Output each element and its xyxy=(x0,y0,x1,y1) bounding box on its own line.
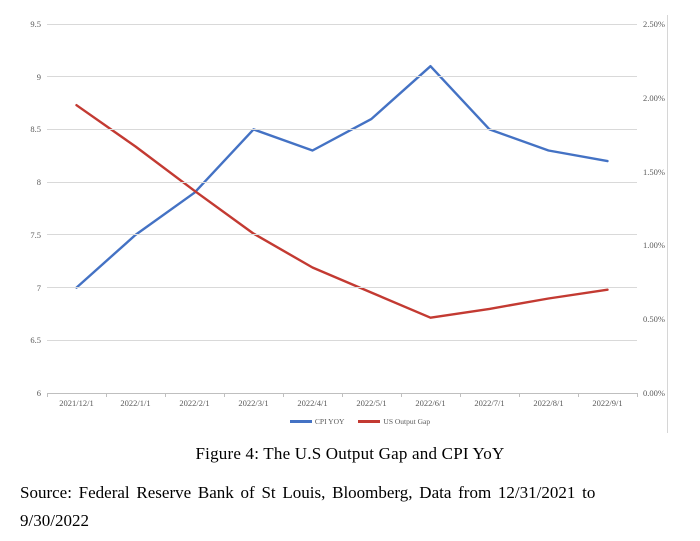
y-axis-right-tick-label: 2.00% xyxy=(643,92,665,103)
x-axis-tick-label: 2022/4/1 xyxy=(297,398,328,408)
y-axis-right-tick-label: 2.50% xyxy=(643,19,665,29)
y-axis-left-tick-label: 9.5 xyxy=(30,19,41,29)
x-axis-tick-label: 2022/3/1 xyxy=(238,398,269,408)
x-axis-tick-mark xyxy=(106,393,107,397)
x-axis-tick-mark xyxy=(342,393,343,397)
x-axis-tick-label: 2022/7/1 xyxy=(474,398,505,408)
y-axis-left-tick-label: 6 xyxy=(36,388,41,398)
x-axis-tick-label: 2022/1/1 xyxy=(120,398,151,408)
gridline xyxy=(47,23,637,25)
source-text-line-1: Source: Federal Reserve Bank of St Louis… xyxy=(20,483,596,502)
gridline xyxy=(47,287,637,289)
gridline xyxy=(47,339,637,341)
source-text-line-2: 9/30/2022 xyxy=(20,511,89,530)
legend-item-us-output-gap: US Output Gap xyxy=(358,417,430,426)
chart-legend: CPI YOY US Output Gap xyxy=(0,417,700,426)
gridline xyxy=(47,128,637,130)
legend-item-cpi-yoy: CPI YOY xyxy=(289,417,345,426)
gridline xyxy=(47,76,637,78)
x-axis-tick-mark xyxy=(578,393,579,397)
x-axis-tick-mark xyxy=(165,393,166,397)
x-axis-tick-mark xyxy=(47,393,48,397)
y-axis-left-tick-label: 8.5 xyxy=(30,124,41,135)
y-axis-right-tick-label: 1.00% xyxy=(643,240,665,251)
figure-caption: Figure 4: The U.S Output Gap and CPI YoY xyxy=(195,444,505,463)
gridline xyxy=(47,234,637,236)
x-axis-tick-label: 2022/9/1 xyxy=(592,398,623,408)
y-axis-left-tick-label: 8 xyxy=(36,177,41,188)
legend-label: US Output Gap xyxy=(383,417,431,426)
series-line-cpi-yoy xyxy=(75,64,609,289)
y-axis-left-tick-label: 7 xyxy=(36,282,41,293)
legend-line-swatch xyxy=(289,420,312,423)
y-axis-left-tick-label: 6.5 xyxy=(30,335,41,346)
x-axis-tick-label: 2022/6/1 xyxy=(415,398,446,408)
x-axis-tick-mark xyxy=(401,393,402,397)
x-axis-tick-label: 2022/5/1 xyxy=(356,398,387,408)
line-chart: 9.5 9 8.5 8 7.5 7 6.5 6 2.50% 2.00% 1.50% 1.00% 0.50… xyxy=(30,19,665,408)
x-axis-tick-label: 2022/8/1 xyxy=(533,398,564,408)
y-axis-left-tick-label: 9 xyxy=(36,71,41,82)
x-axis-tick-label: 2022/2/1 xyxy=(179,398,210,408)
x-axis-tick-label: 2021/12/1 xyxy=(59,398,94,408)
legend-line-swatch xyxy=(358,420,381,423)
gridline xyxy=(47,181,637,183)
y-axis-right-tick-label: 1.50% xyxy=(643,166,665,177)
x-axis-tick-mark xyxy=(460,393,461,397)
x-axis-tick-mark xyxy=(637,393,638,397)
x-axis-tick-mark xyxy=(519,393,520,397)
chart-plot-area xyxy=(75,64,609,319)
y-axis-right-tick-label: 0.50% xyxy=(643,314,665,325)
legend-label: CPI YOY xyxy=(314,417,345,426)
y-axis-left-tick-label: 7.5 xyxy=(30,229,41,240)
x-axis-tick-mark xyxy=(224,393,225,397)
x-axis-tick-mark xyxy=(283,393,284,397)
y-axis-right-tick-label: 0.00% xyxy=(643,388,665,398)
chart-right-border xyxy=(667,15,668,433)
series-line-us-output-gap xyxy=(75,103,609,319)
